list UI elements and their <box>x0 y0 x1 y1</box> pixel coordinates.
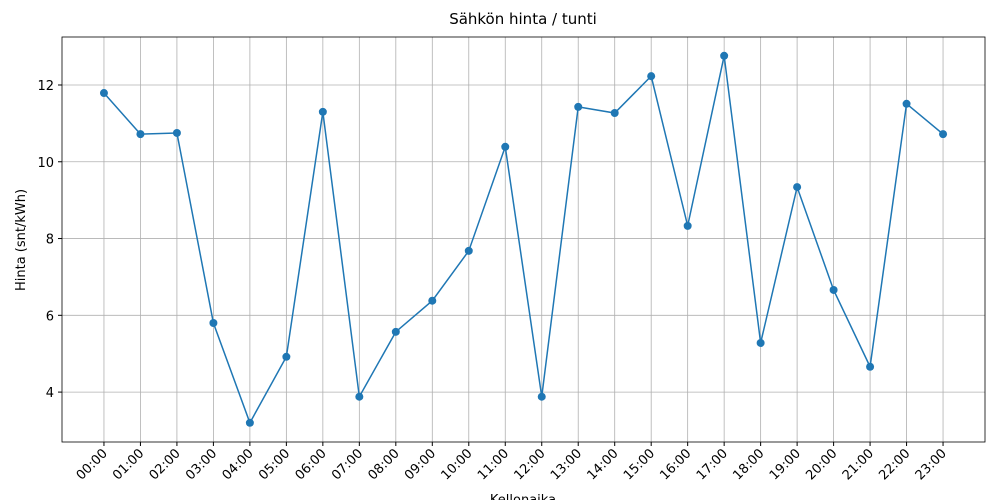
data-point <box>829 285 838 294</box>
y-tick-label: 10 <box>37 156 54 171</box>
y-tick-label: 8 <box>46 233 54 248</box>
x-tick-label: 04:00 <box>220 446 257 483</box>
chart-title: Sähkön hinta / tunti <box>449 10 597 28</box>
x-tick-label: 10:00 <box>439 446 476 483</box>
x-tick-label: 19:00 <box>767 446 804 483</box>
x-tick-label: 05:00 <box>256 446 293 483</box>
y-axis-label: Hinta (snt/kWh) <box>14 189 29 291</box>
y-tick-label: 12 <box>37 79 54 94</box>
data-point <box>136 130 145 139</box>
data-point <box>391 327 400 336</box>
data-point <box>318 107 327 116</box>
x-tick-label: 08:00 <box>366 446 403 483</box>
data-point <box>939 130 948 139</box>
x-axis-label: Kellonaika <box>490 493 556 500</box>
data-point <box>683 221 692 230</box>
data-point <box>282 352 291 361</box>
data-point <box>574 102 583 111</box>
x-tick-label: 16:00 <box>657 446 694 483</box>
y-tick-label: 4 <box>46 386 54 401</box>
x-tick-label: 01:00 <box>110 446 147 483</box>
data-point <box>793 183 802 192</box>
plot-frame <box>61 36 986 443</box>
x-tick-label: 15:00 <box>621 446 658 483</box>
data-point <box>756 338 765 347</box>
x-tick-label: 13:00 <box>548 446 585 483</box>
data-point <box>902 99 911 108</box>
x-tick-label: 02:00 <box>147 446 184 483</box>
data-point <box>355 392 364 401</box>
data-point <box>610 109 619 118</box>
data-point <box>866 362 875 371</box>
y-tick-label: 6 <box>46 309 54 324</box>
data-point <box>172 128 181 137</box>
x-tick-label: 20:00 <box>803 446 840 483</box>
x-tick-label: 23:00 <box>913 446 950 483</box>
data-point <box>537 392 546 401</box>
x-tick-label: 06:00 <box>293 446 330 483</box>
data-point <box>209 318 218 327</box>
data-point <box>245 418 254 427</box>
x-tick-label: 00:00 <box>74 446 111 483</box>
x-tick-label: 03:00 <box>183 446 220 483</box>
data-point <box>428 296 437 305</box>
x-tick-label: 22:00 <box>876 446 913 483</box>
data-point <box>647 72 656 81</box>
data-point <box>720 51 729 60</box>
series-line <box>103 55 944 425</box>
data-point <box>99 89 108 98</box>
x-tick-label: 12:00 <box>511 446 548 483</box>
x-tick-label: 11:00 <box>475 446 512 483</box>
x-tick-label: 14:00 <box>584 446 621 483</box>
x-tick-label: 09:00 <box>402 446 439 483</box>
x-tick-label: 21:00 <box>840 446 877 483</box>
data-point <box>464 246 473 255</box>
x-tick-label: 17:00 <box>694 446 731 483</box>
x-tick-label: 07:00 <box>329 446 366 483</box>
x-tick-label: 18:00 <box>730 446 767 483</box>
data-point <box>501 142 510 151</box>
